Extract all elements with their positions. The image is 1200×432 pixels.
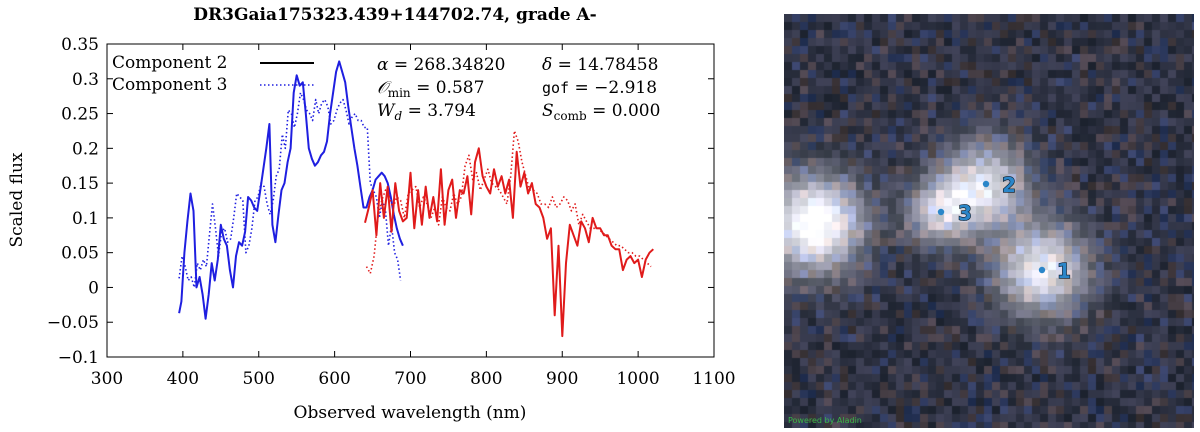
annotation-alpha: α = 268.34820 xyxy=(377,55,505,75)
y-tick-label: 0.2 xyxy=(72,139,99,159)
sky-cutout-image: 1 2 3 Powered by Aladin xyxy=(784,14,1194,428)
y-tick-labels: −0.1 −0.05 0 0.05 0.1 0.15 0.2 0.25 0.3 0.35 xyxy=(47,35,99,368)
legend-label-component-3: Component 3 xyxy=(112,75,228,95)
axis-ticks xyxy=(106,43,715,358)
series-line-component-3-bp xyxy=(178,91,402,289)
series-line-component-3-rp xyxy=(365,130,652,275)
y-tick-label: −0.05 xyxy=(47,313,99,333)
series-line-component-2-rp xyxy=(364,147,654,338)
x-tick-label: 400 xyxy=(167,369,199,389)
x-tick-label: 300 xyxy=(91,369,123,389)
x-tick-label: 500 xyxy=(243,369,275,389)
source-dot-1 xyxy=(1038,266,1046,274)
y-tick-label: 0.3 xyxy=(72,70,99,90)
y-tick-label: 0.15 xyxy=(61,174,99,194)
y-tick-label: 0 xyxy=(88,278,99,298)
source-markers: 1 2 3 xyxy=(937,172,1072,284)
annotation-scomb: Scomb = 0.000 xyxy=(542,101,660,123)
x-tick-label: 1100 xyxy=(692,369,735,389)
x-tick-label: 900 xyxy=(546,369,578,389)
y-tick-label: 0.1 xyxy=(72,209,99,229)
source-dot-3 xyxy=(937,208,945,216)
y-tick-label: 0.25 xyxy=(61,105,99,125)
x-tick-label: 700 xyxy=(394,369,426,389)
aladin-credit: Powered by Aladin xyxy=(788,416,862,425)
source-marker-1: 1 xyxy=(1038,258,1072,284)
x-tick-labels: 300 400 500 600 700 800 900 1000 1100 xyxy=(91,369,736,389)
y-tick-label: 0.05 xyxy=(61,244,99,264)
source-label-3: 3 xyxy=(958,201,972,225)
x-axis-label: Observed wavelength (nm) xyxy=(294,403,527,423)
fit-annotations: α = 268.34820 δ = 14.78458 𝒪min = 0.587 … xyxy=(377,55,660,123)
series-layer xyxy=(178,60,654,338)
y-tick-label: 0.35 xyxy=(61,35,99,55)
annotation-gof: gof = −2.918 xyxy=(542,78,657,98)
source-marker-2: 2 xyxy=(982,172,1017,198)
chart: DR3Gaia175323.439+144702.74, grade A- −0… xyxy=(7,5,736,423)
source-label-1: 1 xyxy=(1057,259,1071,283)
sky-pixels xyxy=(784,14,1194,428)
y-tick-label: −0.1 xyxy=(58,348,99,368)
source-marker-3: 3 xyxy=(937,200,973,226)
source-dot-2 xyxy=(982,180,990,188)
annotation-wd: Wd = 3.794 xyxy=(377,101,476,123)
series-line-component-2-bp xyxy=(178,60,404,320)
chart-title: DR3Gaia175323.439+144702.74, grade A- xyxy=(193,5,596,25)
source-label-2: 2 xyxy=(1002,173,1016,197)
legend-label-component-2: Component 2 xyxy=(112,53,228,73)
legend: Component 2 Component 3 xyxy=(112,53,314,95)
x-tick-label: 1000 xyxy=(616,369,659,389)
annotation-delta: δ = 14.78458 xyxy=(542,55,658,75)
annotation-omin: 𝒪min = 0.587 xyxy=(377,78,484,100)
y-axis-label: Scaled flux xyxy=(7,152,27,247)
x-tick-label: 600 xyxy=(318,369,350,389)
x-tick-label: 800 xyxy=(470,369,502,389)
